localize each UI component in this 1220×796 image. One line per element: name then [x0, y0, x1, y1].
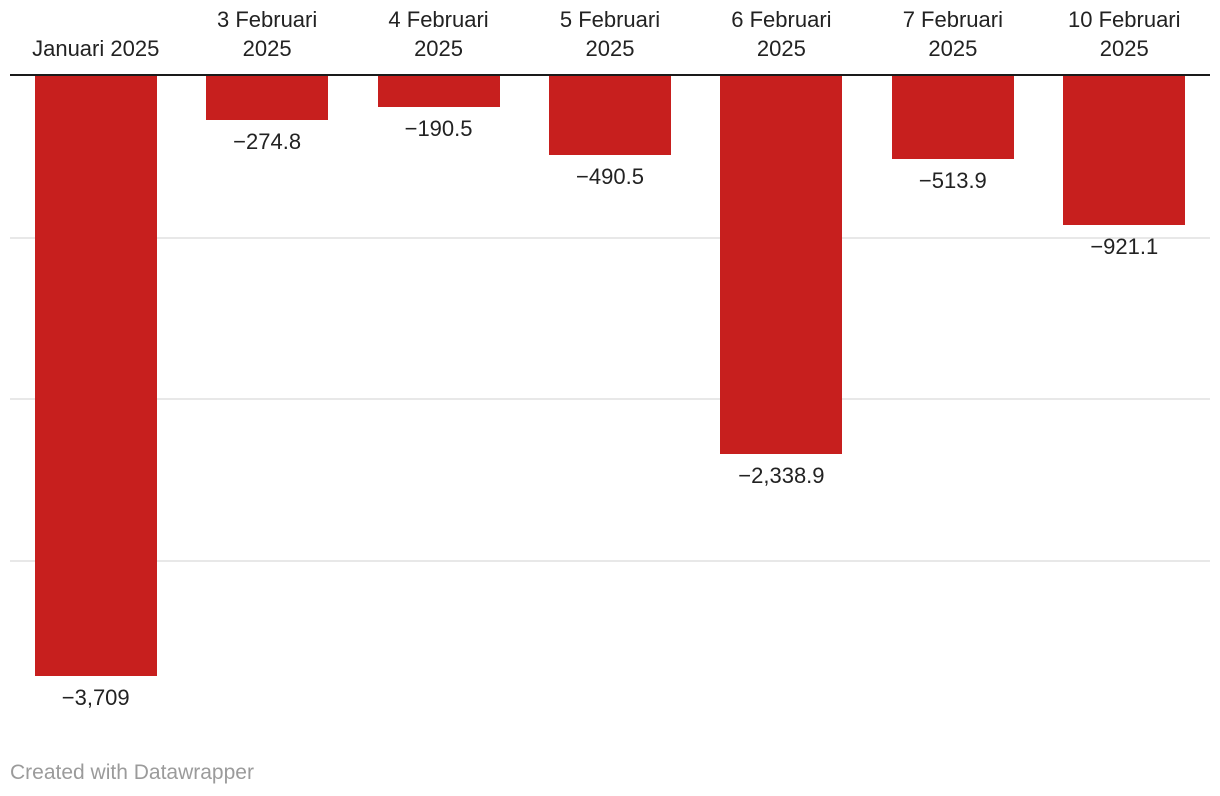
category-label: 4 Februari 2025 — [388, 7, 489, 61]
value-label: −3,709 — [61, 684, 130, 710]
y-gridline — [10, 398, 1210, 401]
y-gridline — [10, 236, 1210, 239]
value-label: −490.5 — [576, 164, 644, 190]
category-label: 6 Februari 2025 — [731, 7, 832, 61]
zero-baseline — [10, 74, 1210, 76]
bar[interactable] — [549, 76, 671, 156]
value-label: −190.5 — [404, 115, 473, 141]
category-label: 5 Februari 2025 — [559, 7, 661, 61]
bar[interactable] — [377, 76, 500, 107]
value-label: −274.8 — [233, 129, 302, 155]
bar[interactable] — [1063, 76, 1186, 225]
datawrapper-credit[interactable]: Created with Datawrapper — [10, 761, 254, 784]
bar[interactable] — [206, 76, 329, 121]
bar[interactable] — [891, 76, 1014, 160]
value-label: −921.1 — [1090, 233, 1159, 259]
category-label: 3 Februari 2025 — [216, 7, 318, 61]
bar[interactable] — [34, 76, 157, 676]
value-label: −2,338.9 — [738, 463, 825, 489]
category-label: 10 Februari 2025 — [1068, 7, 1181, 61]
y-gridline — [10, 560, 1210, 563]
value-label: −513.9 — [918, 168, 987, 194]
bar[interactable] — [720, 76, 843, 455]
category-label: Januari 2025 — [32, 36, 160, 61]
category-label: 7 Februari 2025 — [902, 7, 1003, 61]
